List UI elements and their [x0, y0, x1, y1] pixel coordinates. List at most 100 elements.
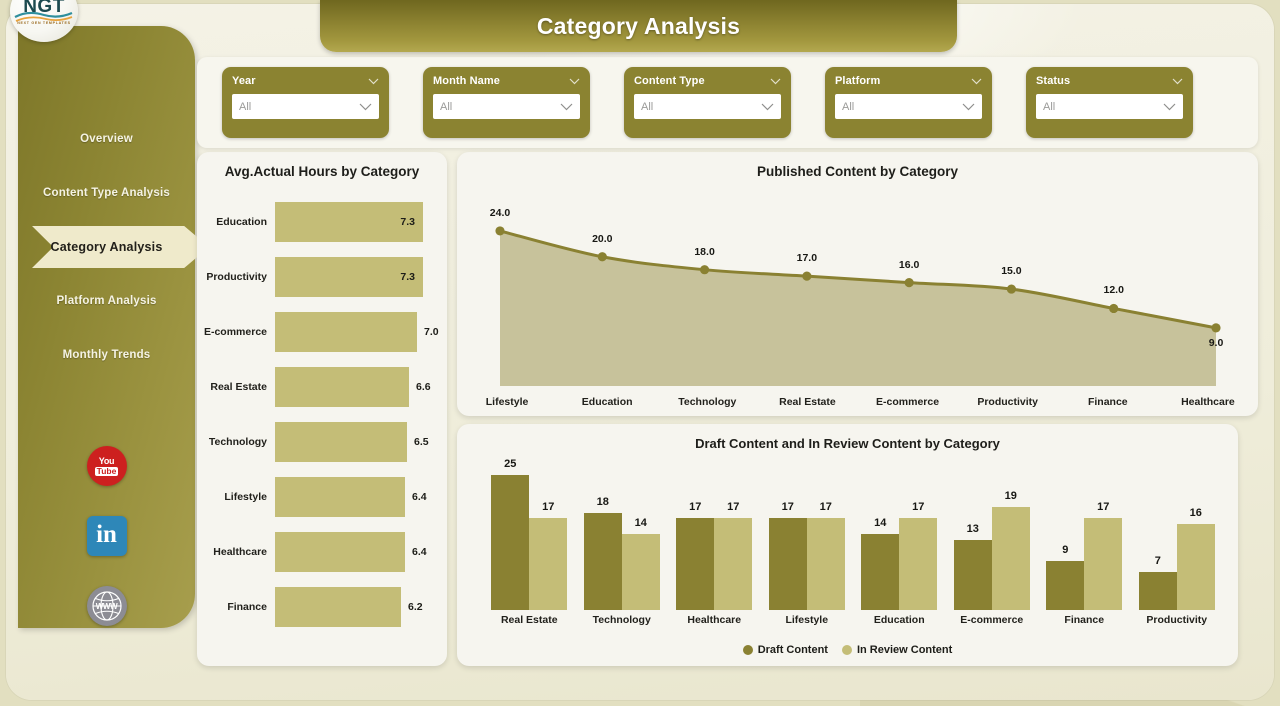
logo-subtitle: NEXT GEN TEMPLATES [17, 21, 71, 25]
bar-row[interactable]: Lifestyle 6.4 [197, 469, 447, 524]
bar-value-label: 7.0 [424, 325, 439, 338]
legend-item[interactable]: Draft Content [742, 644, 828, 656]
chevron-down-icon [962, 103, 975, 110]
area-chart-svg [495, 226, 1221, 386]
x-axis-label: Healthcare [687, 614, 742, 626]
bar[interactable]: 17 [899, 501, 938, 610]
bar[interactable]: 25 [491, 458, 530, 610]
bar-track: 7.0 [275, 304, 447, 359]
filter-platform[interactable]: Platform All [825, 67, 992, 138]
data-point[interactable] [699, 265, 710, 275]
data-point-label: 18.0 [694, 245, 715, 258]
x-axis-label: Healthcare [1181, 396, 1235, 408]
bar[interactable]: 17 [714, 501, 753, 610]
sidebar-item-category-analysis[interactable]: Category Analysis [18, 220, 209, 274]
filter-header: Month Name [433, 75, 580, 87]
bar[interactable] [275, 586, 401, 627]
filter-select-month-name[interactable]: All [433, 94, 580, 119]
data-point[interactable] [802, 271, 812, 281]
bar[interactable] [275, 476, 405, 517]
data-point[interactable] [1211, 323, 1221, 333]
filter-header: Content Type [634, 75, 781, 87]
bar-row[interactable]: Real Estate 6.6 [197, 359, 447, 414]
filter-year[interactable]: Year All [222, 67, 389, 138]
bar[interactable]: 13 [953, 523, 992, 610]
bar[interactable]: 19 [991, 490, 1030, 610]
data-point[interactable] [495, 226, 505, 236]
bar-row[interactable]: E-commerce 7.0 [197, 304, 447, 359]
bar[interactable]: 18 [583, 496, 622, 610]
youtube-icon[interactable]: You Tube [86, 446, 127, 486]
bar-row[interactable]: Healthcare 6.4 [197, 524, 447, 579]
chevron-down-icon [560, 103, 573, 110]
bar[interactable]: 7.3 [275, 256, 423, 297]
bar[interactable]: 7.3 [275, 201, 423, 242]
bar[interactable]: 14 [861, 517, 900, 610]
filter-value: All [1043, 100, 1056, 113]
bar-row[interactable]: Productivity 7.3 [197, 249, 447, 304]
grouped-column-plot: 25 17 18 14 17 17 17 17 14 17 13 19 9 17 7 16 [483, 458, 1223, 610]
filter-status[interactable]: Status All [1026, 67, 1193, 138]
bar[interactable]: 17 [529, 501, 568, 610]
bar[interactable]: 7 [1138, 555, 1177, 610]
filter-label: Platform [835, 75, 881, 87]
sidebar-item-monthly-trends[interactable]: Monthly Trends [18, 328, 195, 382]
sidebar-item-label: Overview [80, 133, 133, 145]
youtube-you-text: You [98, 455, 115, 466]
filter-content-type[interactable]: Content Type All [624, 67, 791, 138]
grouped-column-chart: 25 17 18 14 17 17 17 17 14 17 13 19 9 17 7 16 Real Esta… [457, 458, 1238, 666]
bar-value-label: 7.3 [400, 215, 415, 228]
bar-row[interactable]: Technology 6.5 [197, 414, 447, 469]
filter-select-status[interactable]: All [1036, 94, 1183, 119]
bar-track: 7.3 [275, 194, 447, 249]
bar-row[interactable]: Education 7.3 [197, 194, 447, 249]
data-point-label: 20.0 [592, 232, 613, 245]
bar[interactable] [275, 421, 407, 462]
sidebar-item-content-type-analysis[interactable]: Content Type Analysis [18, 166, 195, 220]
bar[interactable]: 16 [1176, 507, 1215, 610]
x-axis-label: Education [873, 614, 925, 626]
sidebar-item-platform-analysis[interactable]: Platform Analysis [18, 274, 195, 328]
bar[interactable] [275, 311, 417, 352]
data-point[interactable] [904, 278, 914, 288]
bar-value-label: 6.2 [408, 600, 423, 613]
data-point[interactable] [1006, 284, 1017, 294]
page-title: Category Analysis [536, 12, 741, 39]
x-axis-label: Technology [592, 614, 651, 626]
bar[interactable]: 14 [621, 517, 660, 610]
filter-label: Content Type [634, 75, 705, 87]
bar[interactable]: 17 [768, 501, 807, 610]
bar[interactable]: 17 [1084, 501, 1123, 610]
youtube-tube-text: Tube [94, 465, 119, 476]
bar-cluster: 13 19 [953, 458, 1030, 610]
sidebar-item-label: Platform Analysis [56, 295, 157, 307]
bar-row[interactable]: Finance 6.2 [197, 579, 447, 634]
filter-month-name[interactable]: Month Name All [423, 67, 590, 138]
filter-select-year[interactable]: All [232, 94, 379, 119]
linkedin-icon[interactable]: in [86, 516, 127, 556]
bar-value-label: 7.3 [400, 270, 415, 283]
chevron-down-icon [1172, 78, 1183, 84]
bar-value-label: 17 [689, 501, 702, 513]
bar[interactable]: 17 [806, 501, 845, 610]
panel-avg-actual-hours: Avg.Actual Hours by Category Education 7.… [197, 152, 447, 666]
bar-category-label: Lifestyle [224, 490, 267, 503]
sidebar-item-overview[interactable]: Overview [18, 112, 195, 166]
bar[interactable]: 9 [1046, 544, 1085, 610]
data-point[interactable] [1109, 303, 1119, 314]
data-point[interactable] [597, 252, 607, 262]
bar[interactable] [275, 531, 405, 572]
filter-select-platform[interactable]: All [835, 94, 982, 119]
bar[interactable]: 17 [676, 501, 715, 610]
legend-item[interactable]: In Review Content [841, 644, 952, 656]
bar[interactable] [275, 366, 409, 407]
bar-track: 7.3 [275, 249, 447, 304]
x-axis-label: Technology [678, 396, 737, 408]
bar-category-label: Education [216, 215, 267, 228]
bar-category-label: E-commerce [203, 325, 267, 338]
filter-select-content-type[interactable]: All [634, 94, 781, 119]
chevron-down-icon [359, 103, 372, 110]
www-icon[interactable]: WWW [86, 586, 127, 626]
sidebar: Overview Content Type Analysis Category … [18, 26, 209, 628]
